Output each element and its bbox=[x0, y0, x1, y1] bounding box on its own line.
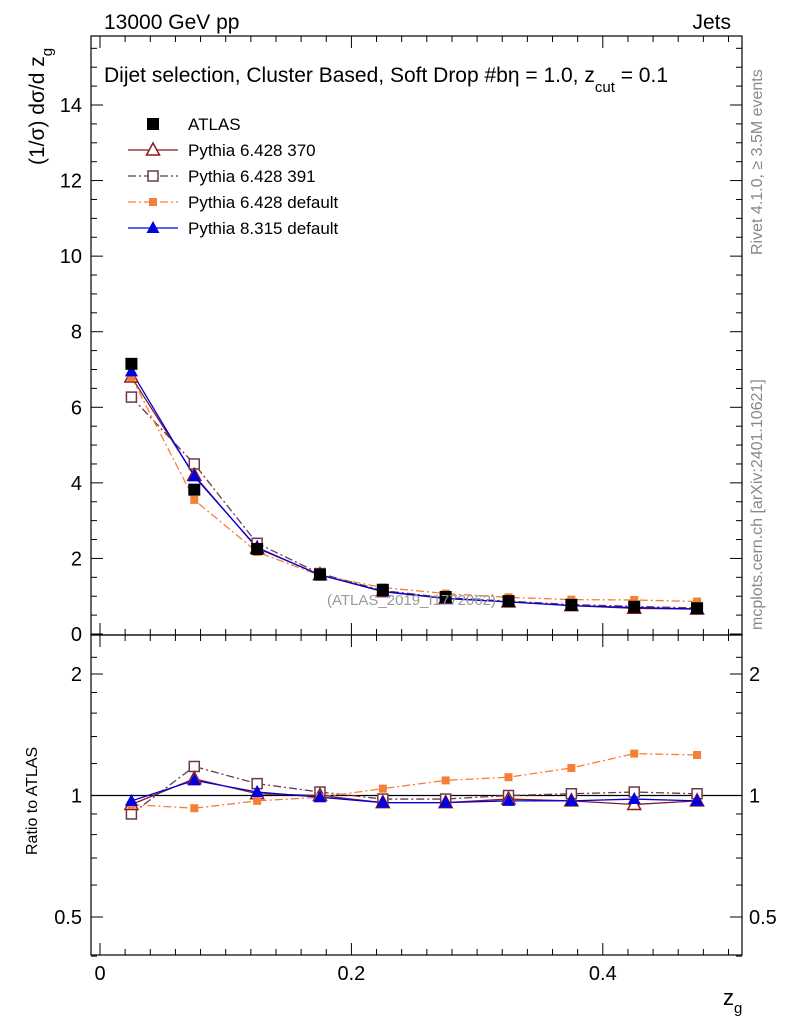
main-panel: 0 2 4 6 8 10 12 14 Dijet selection, Cluster Bas… bbox=[26, 35, 743, 646]
ratio-data-point bbox=[564, 793, 578, 806]
legend-item: Pythia 6.428 370 bbox=[128, 141, 316, 160]
y-tick-label: 12 bbox=[60, 171, 82, 193]
main-title: Dijet selection, Cluster Based, Soft Dro… bbox=[104, 64, 668, 96]
y-tick-label: 10 bbox=[60, 246, 82, 268]
ratio-data-point bbox=[502, 793, 516, 806]
series-line bbox=[130, 376, 698, 603]
legend-label: Pythia 6.428 default bbox=[188, 193, 339, 212]
data-point bbox=[124, 364, 138, 377]
series-line bbox=[130, 376, 698, 610]
ratio-y-tick-label: 0.5 bbox=[54, 907, 82, 929]
ratio-series-line bbox=[131, 752, 698, 809]
data-point bbox=[376, 583, 389, 596]
ratio-data-point bbox=[627, 792, 641, 805]
y-tick-label: 14 bbox=[60, 95, 82, 117]
category-label: Jets bbox=[692, 11, 731, 34]
data-point bbox=[125, 357, 138, 370]
y-tick-label: 0 bbox=[71, 624, 82, 646]
ratio-series-line bbox=[131, 765, 698, 815]
legend-label: Pythia 6.428 370 bbox=[188, 141, 316, 160]
data-point bbox=[313, 568, 326, 581]
legend-label: Pythia 6.428 391 bbox=[188, 167, 316, 186]
data-point bbox=[691, 602, 704, 615]
legend-label: Pythia 8.315 default bbox=[188, 219, 339, 238]
series-line bbox=[130, 396, 698, 609]
legend-marker bbox=[147, 118, 159, 130]
ratio-data-point bbox=[313, 790, 327, 803]
y-tick-label: 2 bbox=[71, 548, 82, 570]
ratio-data-point bbox=[690, 793, 704, 806]
data-point bbox=[502, 595, 515, 608]
y-axis-label: (1/σ) dσ/d zg bbox=[26, 48, 56, 165]
ratio-data-point bbox=[187, 773, 201, 786]
legend-item: Pythia 6.428 391 bbox=[128, 167, 316, 186]
data-point bbox=[565, 598, 578, 611]
ratio-y-tick-label-right: 0.5 bbox=[749, 907, 777, 929]
legend: ATLAS Pythia 6.428 370 Pythia 6.428 391 Pyt… bbox=[128, 115, 339, 238]
legend-item: Pythia 6.428 default bbox=[128, 193, 339, 212]
ratio-panel: 0.5 0.5 1 1 2 2 0 0.2 0.4 Ratio to ATLAS zg bbox=[24, 634, 777, 1017]
ratio-data-point bbox=[504, 773, 513, 782]
data-point bbox=[187, 469, 201, 482]
data-point bbox=[439, 590, 452, 603]
legend-item: Pythia 8.315 default bbox=[128, 219, 339, 238]
main-ticks: 0 2 4 6 8 10 12 14 bbox=[60, 36, 742, 646]
ratio-y-tick-label-right: 1 bbox=[749, 786, 760, 808]
ratio-data-point bbox=[125, 808, 138, 820]
ratio-y-tick-label: 1 bbox=[71, 786, 82, 808]
watermark: (ATLAS_2019_I1772062) bbox=[327, 592, 496, 609]
ratio-data-point bbox=[378, 784, 387, 793]
ratio-data-point bbox=[630, 749, 639, 758]
x-tick-label: 0.4 bbox=[589, 963, 617, 985]
legend-marker bbox=[149, 198, 157, 206]
rivet-label: Rivet 4.1.0, ≥ 3.5M events bbox=[749, 69, 766, 255]
legend-marker bbox=[145, 141, 161, 156]
ratio-data-point bbox=[693, 750, 702, 759]
legend-marker bbox=[147, 170, 159, 182]
data-point bbox=[251, 542, 264, 555]
x-axis-label: zg bbox=[723, 985, 742, 1017]
ratio-data-point bbox=[253, 796, 262, 805]
ratio-y-tick-label-right: 2 bbox=[749, 664, 760, 686]
data-point bbox=[693, 597, 702, 606]
ratio-y-axis-label: Ratio to ATLAS bbox=[24, 747, 41, 855]
y-tick-label: 6 bbox=[71, 397, 82, 419]
ratio-data-point bbox=[567, 763, 576, 772]
ratio-series bbox=[123, 749, 705, 820]
data-point bbox=[125, 391, 138, 403]
ratio-series-line bbox=[131, 779, 698, 804]
ratio-series-line bbox=[131, 778, 698, 806]
ratio-data-point bbox=[439, 795, 453, 808]
series-line bbox=[130, 371, 698, 610]
x-tick-label: 0.2 bbox=[337, 963, 365, 985]
data-point bbox=[190, 495, 199, 504]
legend-marker bbox=[146, 221, 160, 233]
main-series bbox=[123, 357, 705, 615]
ratio-data-point bbox=[376, 795, 390, 808]
ratio-data-point bbox=[441, 776, 450, 785]
source-label: mcplots.cern.ch [arXiv:2401.10621] bbox=[749, 379, 766, 630]
ratio-y-tick-label: 2 bbox=[71, 664, 82, 686]
ratio-data-point bbox=[124, 793, 138, 806]
data-point bbox=[188, 483, 201, 496]
energy-label: 13000 GeV pp bbox=[104, 11, 239, 34]
data-point bbox=[127, 373, 136, 382]
ratio-data-point bbox=[250, 785, 264, 798]
ratio-ticks: 0.5 0.5 1 1 2 2 0 0.2 0.4 bbox=[54, 635, 777, 985]
x-tick-label: 0 bbox=[94, 963, 105, 985]
data-point bbox=[628, 600, 641, 613]
legend-label: ATLAS bbox=[188, 115, 241, 134]
y-tick-label: 8 bbox=[71, 322, 82, 344]
ratio-data-point bbox=[190, 804, 199, 813]
legend-item: ATLAS bbox=[147, 115, 241, 134]
ratio-data-point bbox=[188, 760, 201, 773]
y-tick-label: 4 bbox=[71, 473, 82, 495]
data-point bbox=[630, 595, 639, 604]
